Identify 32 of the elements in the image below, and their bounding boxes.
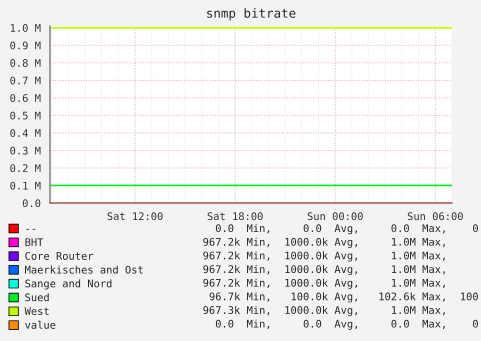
legend-label: BHT <box>25 238 44 246</box>
y-tick-label: 0.0 <box>22 199 40 208</box>
text: 0.0 Min, 0.0 Avg, 0.0 Max, 0 <box>216 224 478 234</box>
x-tick-label: Sun 06:00 <box>408 212 463 220</box>
y-tick-label: 0.3 M <box>10 146 41 155</box>
chart-title: snmp bitrate <box>207 8 296 20</box>
y-tick-label: 0.2 M <box>10 164 41 172</box>
y-tick-label: 0.8 M <box>10 59 41 67</box>
y-tick-label: 0.5 M <box>10 112 41 120</box>
y-tick-label: 0.1 M <box>10 182 41 190</box>
legend-label: Maerkisches and Ost <box>25 266 143 274</box>
legend-label: value <box>25 320 56 329</box>
text: 967.2k Min, 1000.0k Avg, 1.0M Max, <box>203 278 445 289</box>
text: 0.0 Min, 0.0 Avg, 0.0 Max, 0 <box>216 320 478 330</box>
x-tick-label: Sat 12:00 <box>108 212 163 220</box>
legend-label: West <box>24 307 49 316</box>
y-tick-label: 1.0 M <box>10 24 41 32</box>
legend-label: Sange and Nord <box>25 279 112 290</box>
y-tick-label: 0.6 M <box>10 94 41 102</box>
x-tick-label: Sun 00:00 <box>308 212 363 220</box>
text: 967.2k Min, 1000.0k Avg, 1.0M Max, <box>203 251 445 262</box>
text: 96.7k Min, 100.0k Avg, 102.6k Max, 100 <box>210 292 478 302</box>
legend-label: Sued <box>25 293 49 302</box>
text: 967.2k Min, 1000.0k Avg, 1.0M Max, <box>203 238 445 248</box>
text: 967.2k Min, 1000.0k Avg, 1.0M Max, <box>203 265 445 276</box>
x-tick-label: Sat 18:00 <box>208 212 263 220</box>
y-tick-label: 0.9 M <box>10 42 41 50</box>
legend-label: -- <box>26 228 36 230</box>
y-tick-label: 0.7 M <box>10 76 41 84</box>
legend-label: Core Router <box>25 252 94 260</box>
y-tick-label: 0.4 M <box>10 129 41 138</box>
text: 967.3k Min, 1000.0k Avg, 1.0M Max, <box>203 306 445 316</box>
